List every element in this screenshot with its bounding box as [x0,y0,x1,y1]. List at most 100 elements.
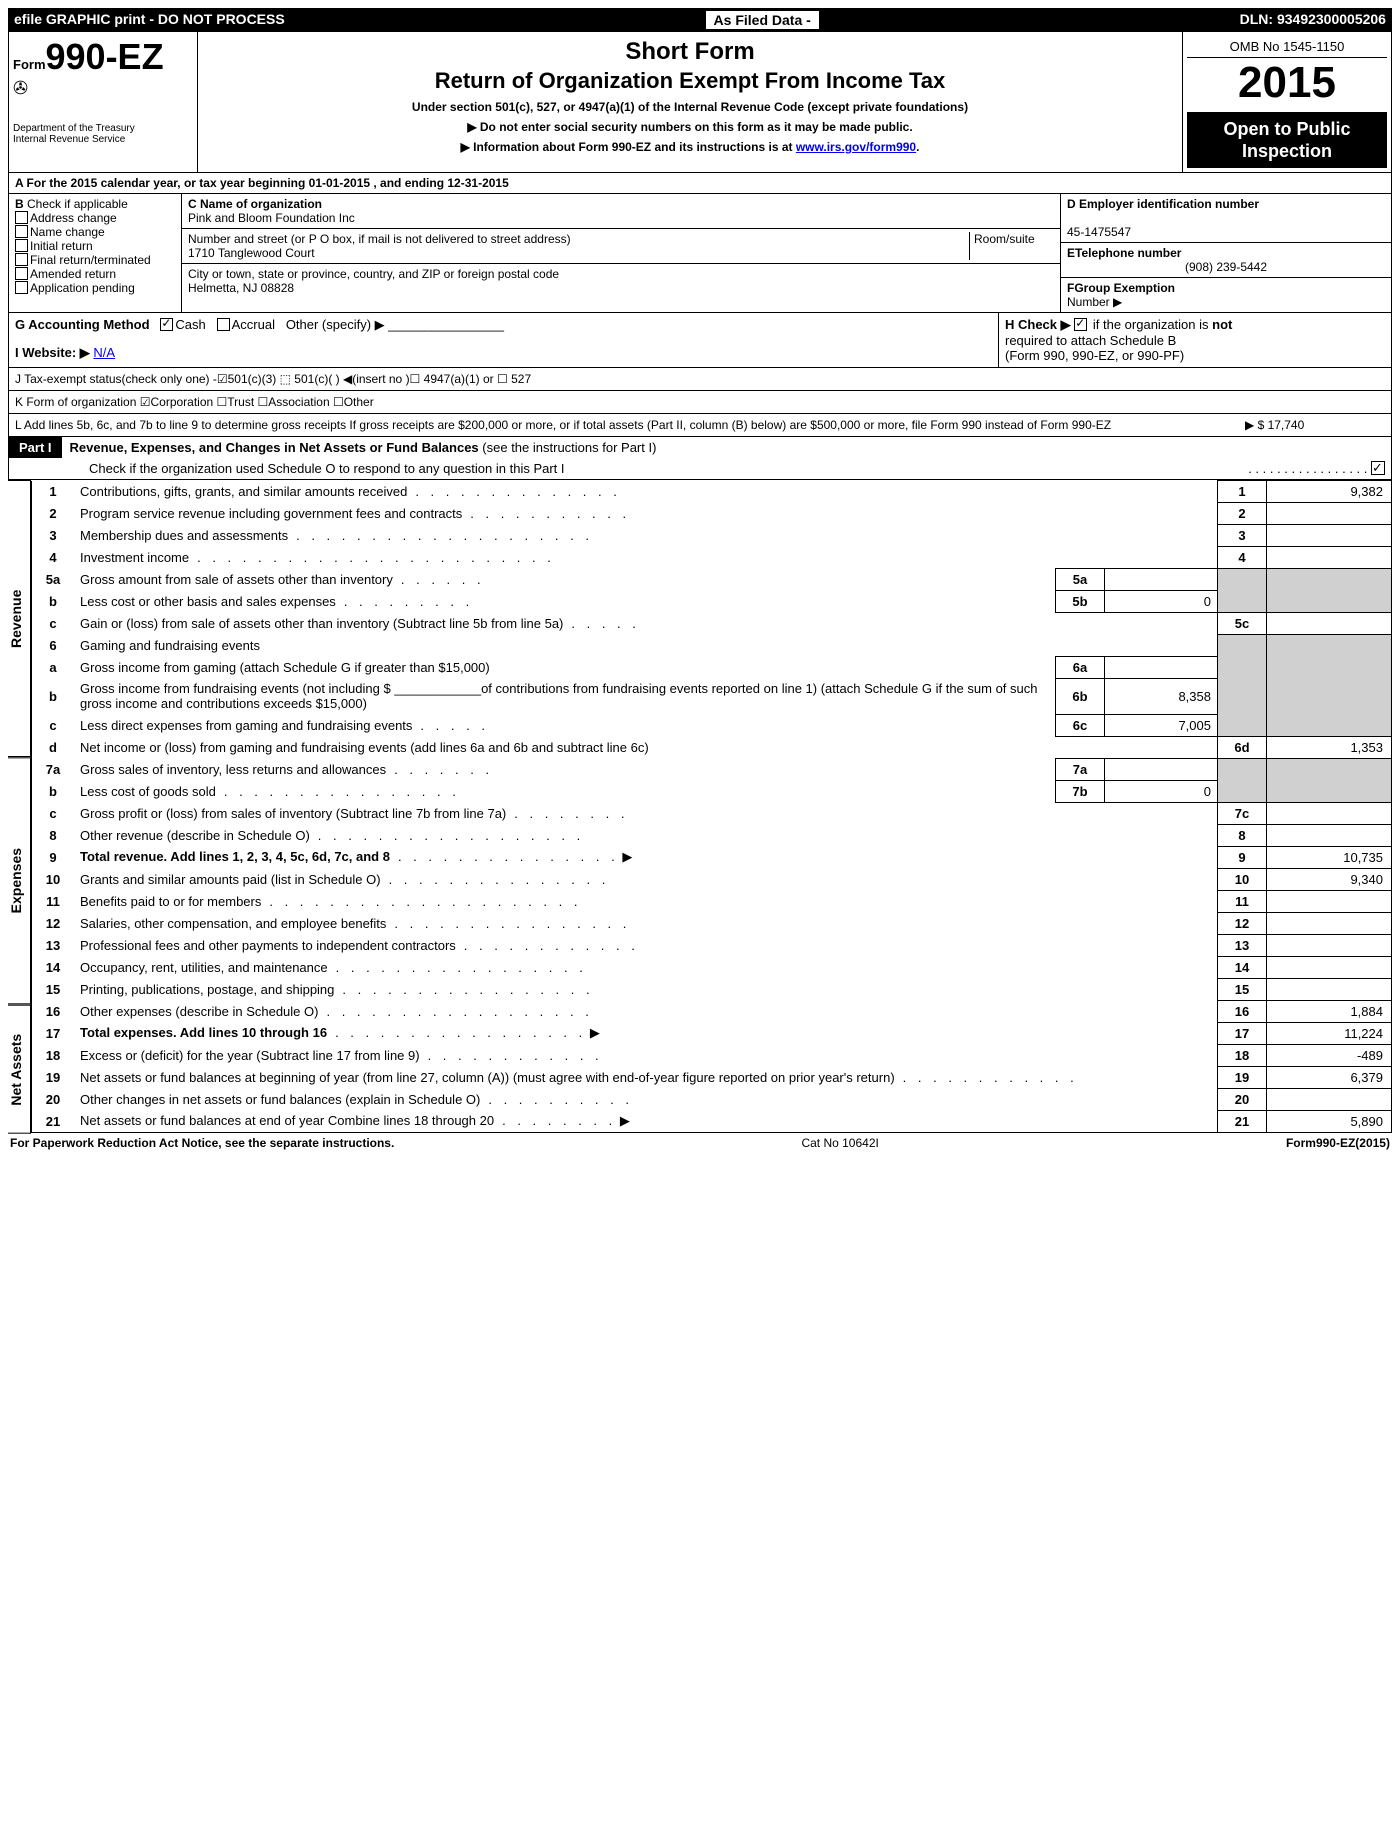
row-2: 2Program service revenue including gover… [32,503,1392,525]
f-cell: FGroup Exemption Number ▶ [1061,278,1391,312]
short-form-title: Short Form [202,38,1178,66]
h-t2: if the organization is [1093,317,1209,332]
i-label: I Website: ▶ [15,345,90,360]
return-title: Return of Organization Exempt From Incom… [202,68,1178,94]
f-label: FGroup Exemption [1067,281,1175,295]
cb-address-change[interactable] [15,211,28,224]
g-accrual: Accrual [232,317,275,332]
c-city-label: City or town, state or province, country… [188,267,559,281]
row-3: 3Membership dues and assessments. . . . … [32,525,1392,547]
b-check-label: Check if applicable [27,197,128,211]
cb-part1-scho[interactable] [1371,461,1385,475]
l-text: L Add lines 5b, 6c, and 7b to line 9 to … [15,418,1235,432]
row-6: 6Gaming and fundraising events [32,635,1392,657]
col-c: C Name of organization Pink and Bloom Fo… [182,194,1060,312]
irs-logo-icon: ✇ [13,78,193,99]
h-t4: required to attach Schedule B [1005,333,1176,348]
h-t1: H Check ▶ [1005,317,1071,332]
as-filed-label: As Filed Data - [706,11,819,29]
street: 1710 Tanglewood Court [188,246,315,260]
row-15: 15Printing, publications, postage, and s… [32,978,1392,1000]
website-link[interactable]: N/A [93,345,115,360]
l-row: L Add lines 5b, 6c, and 7b to line 9 to … [8,414,1392,437]
opt-4: Amended return [30,267,116,281]
header-right-col: OMB No 1545-1150 2015 Open to Public Ins… [1182,32,1391,172]
row-11: 11Benefits paid to or for members. . . .… [32,890,1392,912]
row-7a: 7aGross sales of inventory, less returns… [32,758,1392,780]
part1-check-text: Check if the organization used Schedule … [89,461,565,476]
open-public-1: Open to Public [1189,119,1385,141]
ein: 45-1475547 [1067,225,1131,239]
row-19: 19Net assets or fund balances at beginni… [32,1066,1392,1088]
row-1: 1Contributions, gifts, grants, and simil… [32,481,1392,503]
header-mid-col: Short Form Return of Organization Exempt… [198,32,1182,172]
col-b: B Check if applicable Address change Nam… [9,194,182,312]
side-revenue: Revenue [8,480,31,757]
row-17: 17Total expenses. Add lines 10 through 1… [32,1022,1392,1044]
footer-left: For Paperwork Reduction Act Notice, see … [10,1136,394,1150]
k-row: K Form of organization ☑Corporation ☐Tru… [8,391,1392,414]
c-street-label: Number and street (or P O box, if mail i… [188,232,571,246]
row-6a: aGross income from gaming (attach Schedu… [32,656,1392,678]
irs-label: Internal Revenue Service [13,134,193,145]
opt-5: Application pending [30,281,135,295]
city: Helmetta, NJ 08828 [188,281,294,295]
form-word: Form [13,57,46,72]
b-label: B [15,197,24,211]
d-cell: D Employer identification number 45-1475… [1061,194,1391,243]
row-10: 10Grants and similar amounts paid (list … [32,868,1392,890]
part1-title: Revenue, Expenses, and Changes in Net As… [70,440,479,455]
footer-right: Form990-EZ(2015) [1286,1136,1390,1150]
row-9: 9Total revenue. Add lines 1, 2, 3, 4, 5c… [32,846,1392,868]
footer-center: Cat No 10642I [801,1136,878,1150]
cb-initial-return[interactable] [15,239,28,252]
g-col: G Accounting Method Cash Accrual Other (… [9,313,998,367]
row-18: 18Excess or (deficit) for the year (Subt… [32,1044,1392,1066]
room-suite-label: Room/suite [969,232,1054,260]
e-cell: ETelephone number (908) 239-5442 [1061,243,1391,278]
d-label: D Employer identification number [1067,197,1259,211]
h-t5: (Form 990, 990-EZ, or 990-PF) [1005,348,1184,363]
opt-2: Initial return [30,239,93,253]
side-expenses: Expenses [8,757,31,1004]
row-7b: bLess cost of goods sold. . . . . . . . … [32,780,1392,802]
cb-amended-return[interactable] [15,267,28,280]
row-8: 8Other revenue (describe in Schedule O).… [32,824,1392,846]
form-number: Form990-EZ [13,36,193,78]
cb-cash[interactable] [160,318,173,331]
footer-row: For Paperwork Reduction Act Notice, see … [8,1133,1392,1153]
warn1: ▶ Do not enter social security numbers o… [202,120,1178,134]
part1-table-wrap: Revenue Expenses Net Assets 1Contributio… [8,480,1392,1133]
e-label: ETelephone number [1067,246,1181,260]
f-label2: Number ▶ [1067,295,1122,309]
cb-final-return[interactable] [15,253,28,266]
row-13: 13Professional fees and other payments t… [32,934,1392,956]
form-no-big: 990-EZ [46,36,164,77]
gh-row: G Accounting Method Cash Accrual Other (… [8,313,1392,368]
c-city-cell: City or town, state or province, country… [182,264,1060,298]
org-name: Pink and Bloom Foundation Inc [188,211,355,225]
cb-h[interactable] [1074,318,1087,331]
c-name-cell: C Name of organization Pink and Bloom Fo… [182,194,1060,229]
open-public-2: Inspection [1189,141,1385,163]
row-5a: 5aGross amount from sale of assets other… [32,569,1392,591]
col-def: D Employer identification number 45-1475… [1060,194,1391,312]
info-box: A For the 2015 calendar year, or tax yea… [8,173,1392,313]
cb-application-pending[interactable] [15,281,28,294]
j-row: J Tax-exempt status(check only one) -☑50… [8,368,1392,391]
tax-year: 2015 [1187,58,1387,113]
g-cash: Cash [175,317,205,332]
irs-link[interactable]: www.irs.gov/form990 [796,140,916,154]
efile-label: efile GRAPHIC print - DO NOT PROCESS [14,11,285,29]
row-7c: cGross profit or (loss) from sales of in… [32,802,1392,824]
g-other: Other (specify) ▶ [286,317,385,332]
c-street-cell: Number and street (or P O box, if mail i… [182,229,1060,264]
row-a: A For the 2015 calendar year, or tax yea… [9,173,1391,194]
part1-header-row: Part I Revenue, Expenses, and Changes in… [8,437,1392,480]
mid-grid: B Check if applicable Address change Nam… [9,194,1391,312]
open-public-box: Open to Public Inspection [1187,113,1387,168]
side-netassets: Net Assets [8,1005,31,1134]
cb-accrual[interactable] [217,318,230,331]
phone: (908) 239-5442 [1067,260,1385,274]
cb-name-change[interactable] [15,225,28,238]
